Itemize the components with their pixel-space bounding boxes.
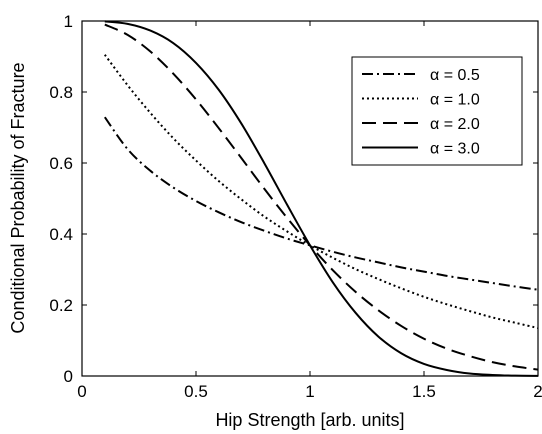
legend: α = 0.5 α = 1.0 α = 2.0 α = 3.0 — [351, 56, 523, 166]
x-tick-label: 1.5 — [412, 382, 436, 401]
y-tick-label: 0 — [64, 367, 73, 386]
x-axis-label: Hip Strength [arb. units] — [215, 410, 404, 430]
series-line-1 — [103, 116, 539, 291]
legend-label-3: α = 2.0 — [430, 116, 480, 133]
x-tick-label: 0 — [77, 382, 86, 401]
y-tick-label: 0.4 — [49, 225, 73, 244]
y-tick-label: 0.8 — [49, 83, 73, 102]
y-axis-label: Conditional Probability of Fracture — [8, 62, 28, 333]
legend-label-2: α = 1.0 — [430, 92, 480, 109]
series-line-2 — [103, 54, 539, 330]
x-tick-label: 0.5 — [184, 382, 208, 401]
series-line-3 — [104, 23, 539, 371]
y-tick-label: 0.2 — [49, 296, 73, 315]
series-line-4 — [104, 20, 539, 377]
series-layer — [103, 20, 539, 377]
x-tick-label: 2 — [533, 382, 542, 401]
ticks-layer: 0 0.5 1 1.5 2 0 0.2 0.4 0.6 0.8 1 — [49, 12, 542, 401]
legend-label-1: α = 0.5 — [430, 67, 480, 84]
y-tick-label: 1 — [64, 12, 73, 31]
legend-label-4: α = 3.0 — [430, 141, 480, 158]
x-tick-label: 1 — [305, 382, 314, 401]
y-tick-label: 0.6 — [49, 154, 73, 173]
